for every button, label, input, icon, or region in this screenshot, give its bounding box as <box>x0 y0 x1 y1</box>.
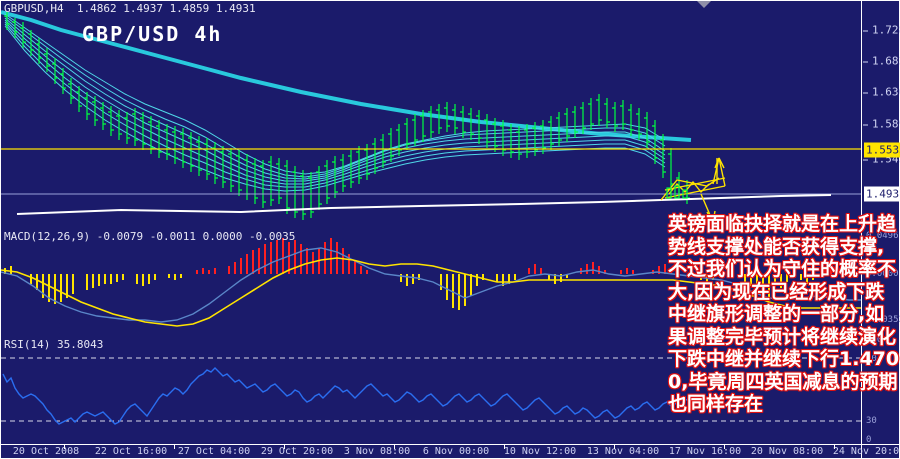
macd-pane[interactable] <box>1 228 861 336</box>
time-tick: 20 Nov 08:00 <box>750 446 824 457</box>
macd-indicator-label: MACD(12,26,9) -0.0079 -0.0011 0.0000 -0.… <box>4 230 296 243</box>
price-pane[interactable] <box>1 8 861 228</box>
scroll-position-marker[interactable] <box>697 1 711 8</box>
price-chart-svg <box>1 8 861 228</box>
time-tick: 29 Oct 20:00 <box>260 446 334 457</box>
macd-tick: 0.0496 <box>866 231 899 241</box>
price-tick: 1.6360 <box>863 86 900 99</box>
current-candle-group <box>666 185 688 199</box>
time-grid-mark <box>614 445 615 449</box>
time-grid-mark <box>64 445 65 449</box>
last-price-tag: 1.4931 <box>864 186 900 202</box>
ascending-support-trendline <box>16 194 832 215</box>
rsi-tick: 30 <box>866 416 877 426</box>
time-grid-mark <box>504 445 505 449</box>
rsi-chart-svg <box>1 336 861 444</box>
time-grid-mark <box>724 445 725 449</box>
rsi-tick: 70 <box>866 354 877 364</box>
macd-tick: -0.0352 <box>866 315 900 325</box>
candlestick-series <box>4 12 690 220</box>
rsi-tick: 100 <box>866 335 883 345</box>
chart-title: GBP/USD 4h <box>82 22 223 46</box>
price-tick: 1.7280 <box>863 24 900 37</box>
analysis-annotation: 英镑面临抉择就是在上升趋势线支撑处能否获得支撑,不过我们认为守住的概率不大,因为… <box>668 213 900 415</box>
price-axis-separator <box>861 0 862 459</box>
time-tick: 10 Nov 12:00 <box>503 446 577 457</box>
rsi-tick: 0 <box>866 435 872 445</box>
time-tick: 27 Oct 04:00 <box>177 446 251 457</box>
macd-tick: 0.0000 <box>866 269 899 279</box>
time-grid-mark <box>284 445 285 449</box>
time-tick: 24 Nov 20:00 <box>832 446 900 457</box>
symbol-header: GBPUSD,H4 1.4862 1.4937 1.4859 1.4931 <box>4 2 256 15</box>
time-tick: 6 Nov 00:00 <box>422 446 490 457</box>
time-grid-mark <box>834 445 835 449</box>
time-tick: 17 Nov 16:00 <box>668 446 742 457</box>
time-axis-separator <box>0 444 900 445</box>
time-tick: 20 Oct 2008 <box>12 446 80 457</box>
rsi-indicator-label: RSI(14) 35.8043 <box>4 338 104 351</box>
price-tick: 1.5890 <box>863 118 900 131</box>
price-level-tag: 1.5535 <box>864 142 900 158</box>
time-axis: 20 Oct 2008 22 Oct 16:00 27 Oct 04:00 29… <box>0 445 900 459</box>
time-tick: 3 Nov 08:00 <box>343 446 411 457</box>
time-tick: 13 Nov 04:00 <box>586 446 660 457</box>
macd-signal-line <box>1 257 861 327</box>
rsi-line <box>2 367 692 425</box>
macd-chart-svg <box>1 228 861 336</box>
rsi-pane[interactable] <box>1 336 861 444</box>
price-tick: 1.6820 <box>863 55 900 68</box>
time-grid-mark <box>394 445 395 449</box>
macd-line <box>1 247 861 323</box>
time-grid-mark <box>174 445 175 449</box>
macd-histogram <box>4 238 850 310</box>
time-tick: 22 Oct 16:00 <box>94 446 168 457</box>
